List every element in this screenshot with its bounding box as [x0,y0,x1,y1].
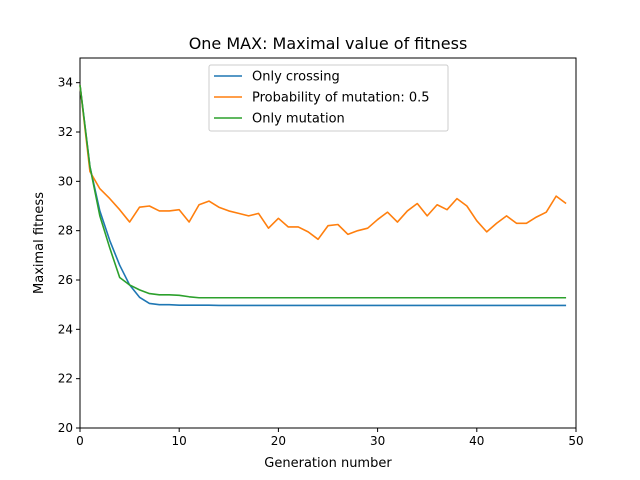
legend-label: Only crossing [252,70,340,85]
y-tick-label: 26 [58,273,73,287]
series-line-probability-of-mutation-0-5 [79,85,567,241]
x-tick-label: 30 [370,434,385,448]
x-tick-label: 40 [469,434,484,448]
x-axis-label: Generation number [264,456,392,471]
legend-label: Probability of mutation: 0.5 [252,91,430,106]
plot-area [79,57,577,429]
legend-label: Only mutation [252,112,345,127]
y-tick-label: 30 [58,174,73,188]
y-tick-label: 20 [58,421,73,435]
x-tick-label: 10 [172,434,187,448]
y-tick-label: 34 [58,76,73,90]
x-axis: 0 10 20 30 40 50 [76,428,584,448]
axes-frame [79,57,577,429]
series-line-only-mutation [79,85,567,299]
y-axis: 20 22 24 26 28 30 32 34 [58,76,80,435]
x-tick-label: 20 [271,434,286,448]
series-line-only-crossing [79,85,567,307]
series-lines [79,85,567,307]
y-tick-label: 24 [58,322,73,336]
y-tick-label: 32 [58,125,73,139]
chart-title: One MAX: Maximal value of fitness [189,34,468,53]
y-tick-label: 22 [58,372,73,386]
legend: Only crossing Probability of mutation: 0.… [208,64,449,132]
x-tick-label: 0 [76,434,84,448]
x-tick-label: 50 [568,434,583,448]
legend-box [208,64,449,132]
y-tick-label: 28 [58,224,73,238]
y-axis-label: Maximal fitness [32,192,47,294]
